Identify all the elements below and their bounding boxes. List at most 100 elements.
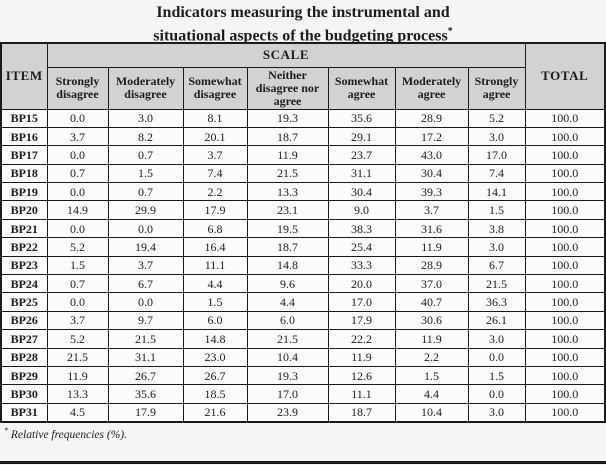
value-cell: 18.7 bbox=[246, 237, 329, 257]
table-row: BP26 3.7 9.7 6.0 6.0 17.9 30.6 26.1 100.0 bbox=[0, 310, 606, 331]
item-cell: BP25 bbox=[0, 292, 48, 312]
value-cell: 8.2 bbox=[107, 126, 184, 147]
value-cell: 0.0 bbox=[107, 292, 184, 312]
item-cell: BP21 bbox=[0, 218, 48, 239]
value-cell: 11.9 bbox=[327, 347, 396, 367]
col-header-scale-level-7: Strongly agree bbox=[467, 66, 526, 110]
table-row: BP16 3.7 8.2 20.1 18.7 29.1 17.2 3.0 100.0 bbox=[0, 126, 606, 147]
value-cell: 43.0 bbox=[394, 145, 469, 165]
footnote-marker: * bbox=[4, 425, 8, 435]
value-cell: 12.6 bbox=[327, 365, 396, 386]
col-header-scale: SCALE bbox=[46, 42, 526, 68]
value-cell: 9.7 bbox=[107, 310, 184, 331]
value-cell: 100.0 bbox=[524, 145, 606, 165]
value-cell: 23.7 bbox=[327, 145, 396, 165]
value-cell: 38.3 bbox=[327, 218, 396, 239]
table-body: BP15 0.0 3.0 8.1 19.3 35.6 28.9 5.2 100.0 BP16 3.7… bbox=[0, 108, 606, 423]
value-cell: 13.3 bbox=[246, 182, 329, 202]
value-cell: 100.0 bbox=[524, 218, 606, 239]
item-cell: BP22 bbox=[0, 237, 48, 257]
value-cell: 30.4 bbox=[327, 182, 396, 202]
value-cell: 8.1 bbox=[182, 108, 248, 128]
table-row: BP18 0.7 1.5 7.4 21.5 31.1 30.4 7.4 100.0 bbox=[0, 163, 606, 184]
value-cell: 17.9 bbox=[182, 200, 248, 220]
table-row: BP24 0.7 6.7 4.4 9.6 20.0 37.0 21.5 100.0 bbox=[0, 274, 606, 294]
item-cell: BP19 bbox=[0, 182, 48, 202]
value-cell: 0.0 bbox=[467, 384, 526, 404]
col-header-scale-level-4: Neither disagree nor agree bbox=[246, 66, 329, 110]
value-cell: 10.4 bbox=[246, 347, 329, 367]
value-cell: 3.0 bbox=[467, 402, 526, 423]
value-cell: 9.6 bbox=[246, 274, 329, 294]
item-cell: BP24 bbox=[0, 274, 48, 294]
value-cell: 31.6 bbox=[394, 218, 469, 239]
value-cell: 0.0 bbox=[46, 218, 109, 239]
value-cell: 3.7 bbox=[46, 126, 109, 147]
value-cell: 40.7 bbox=[394, 292, 469, 312]
bottom-rule bbox=[0, 461, 606, 464]
value-cell: 0.0 bbox=[46, 292, 109, 312]
value-cell: 6.7 bbox=[107, 274, 184, 294]
value-cell: 0.7 bbox=[107, 182, 184, 202]
value-cell: 100.0 bbox=[524, 384, 606, 404]
value-cell: 14.8 bbox=[182, 329, 248, 349]
title-footnote-marker: * bbox=[447, 26, 453, 37]
value-cell: 5.2 bbox=[46, 237, 109, 257]
item-cell: BP26 bbox=[0, 310, 48, 331]
footnote: * Relative frequencies (%). bbox=[0, 423, 606, 441]
table-header: ITEM SCALE TOTAL Strongly disagree Modera… bbox=[0, 42, 606, 110]
table-row: BP28 21.5 31.1 23.0 10.4 11.9 2.2 0.0 100.0 bbox=[0, 347, 606, 367]
value-cell: 11.1 bbox=[327, 384, 396, 404]
value-cell: 6.0 bbox=[182, 310, 248, 331]
value-cell: 36.3 bbox=[467, 292, 526, 312]
value-cell: 100.0 bbox=[524, 182, 606, 202]
col-header-total: TOTAL bbox=[524, 42, 606, 110]
value-cell: 23.0 bbox=[182, 347, 248, 367]
value-cell: 100.0 bbox=[524, 347, 606, 367]
value-cell: 4.4 bbox=[394, 384, 469, 404]
figure-title-line1: Indicators measuring the instrumental an… bbox=[156, 4, 450, 21]
value-cell: 1.5 bbox=[467, 200, 526, 220]
value-cell: 6.7 bbox=[467, 255, 526, 276]
value-cell: 3.0 bbox=[467, 329, 526, 349]
item-cell: BP17 bbox=[0, 145, 48, 165]
value-cell: 3.7 bbox=[182, 145, 248, 165]
item-cell: BP23 bbox=[0, 255, 48, 276]
value-cell: 17.0 bbox=[246, 384, 329, 404]
table-row: BP21 0.0 0.0 6.8 19.5 38.3 31.6 3.8 100.0 bbox=[0, 218, 606, 239]
table-row: BP29 11.9 26.7 26.7 19.3 12.6 1.5 1.5 100.0 bbox=[0, 365, 606, 386]
value-cell: 11.1 bbox=[182, 255, 248, 276]
table-row: BP20 14.9 29.9 17.9 23.1 9.0 3.7 1.5 100.0 bbox=[0, 200, 606, 220]
value-cell: 30.6 bbox=[394, 310, 469, 331]
value-cell: 23.1 bbox=[246, 200, 329, 220]
value-cell: 26.7 bbox=[182, 365, 248, 386]
table-row: BP15 0.0 3.0 8.1 19.3 35.6 28.9 5.2 100.0 bbox=[0, 108, 606, 128]
value-cell: 17.2 bbox=[394, 126, 469, 147]
value-cell: 19.3 bbox=[246, 365, 329, 386]
value-cell: 28.9 bbox=[394, 255, 469, 276]
value-cell: 0.0 bbox=[107, 218, 184, 239]
value-cell: 31.1 bbox=[327, 163, 396, 184]
value-cell: 21.5 bbox=[46, 347, 109, 367]
value-cell: 0.7 bbox=[46, 274, 109, 294]
item-cell: BP29 bbox=[0, 365, 48, 386]
value-cell: 14.8 bbox=[246, 255, 329, 276]
value-cell: 0.7 bbox=[107, 145, 184, 165]
value-cell: 29.1 bbox=[327, 126, 396, 147]
value-cell: 33.3 bbox=[327, 255, 396, 276]
value-cell: 20.1 bbox=[182, 126, 248, 147]
value-cell: 19.5 bbox=[246, 218, 329, 239]
item-cell: BP18 bbox=[0, 163, 48, 184]
item-cell: BP20 bbox=[0, 200, 48, 220]
value-cell: 35.6 bbox=[107, 384, 184, 404]
value-cell: 14.9 bbox=[46, 200, 109, 220]
table-row: BP19 0.0 0.7 2.2 13.3 30.4 39.3 14.1 100.0 bbox=[0, 182, 606, 202]
value-cell: 11.9 bbox=[394, 329, 469, 349]
value-cell: 2.2 bbox=[182, 182, 248, 202]
value-cell: 35.6 bbox=[327, 108, 396, 128]
value-cell: 26.1 bbox=[467, 310, 526, 331]
value-cell: 1.5 bbox=[46, 255, 109, 276]
col-header-scale-level-6: Moderately agree bbox=[394, 66, 469, 110]
value-cell: 3.8 bbox=[467, 218, 526, 239]
